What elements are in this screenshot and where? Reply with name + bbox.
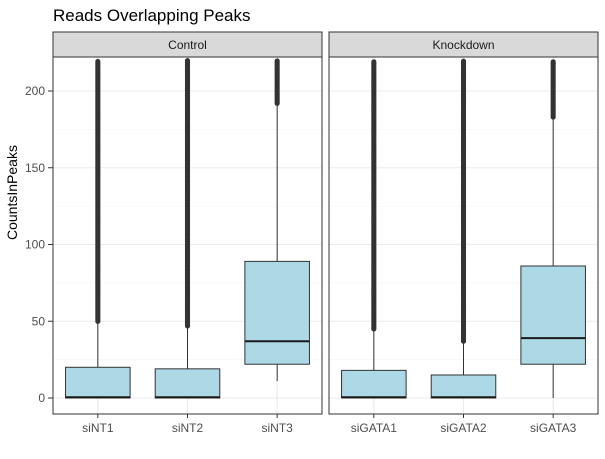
box-sigata1-outlier-point	[371, 59, 377, 65]
x-tick-label: siNT1	[82, 421, 114, 435]
y-tick-label: 150	[25, 161, 45, 175]
facet-strip-control	[52, 31, 323, 58]
box-sint1-body	[65, 366, 131, 399]
y-tick-label: 50	[32, 314, 46, 328]
box-sigata3-body	[520, 265, 586, 365]
panel-border	[328, 56, 599, 415]
x-tick-label: siGATA2	[440, 421, 487, 435]
y-tick-label: 100	[25, 238, 45, 252]
box-sint3-body	[244, 260, 310, 365]
box-sint3-outlier-point	[274, 58, 280, 64]
box-sint1-outlier-point	[95, 58, 101, 65]
chart-title: Reads Overlapping Peaks	[53, 6, 251, 25]
box-sigata1-body	[341, 369, 407, 399]
box-sigata2-outlier-point	[460, 58, 467, 64]
box-sigata2-body	[430, 374, 497, 399]
y-tick-label: 0	[38, 391, 45, 405]
panel-border	[52, 56, 323, 415]
box-sint2-outlier-point	[184, 58, 191, 64]
x-tick-label: siGATA3	[530, 421, 577, 435]
box-sint2-body	[154, 368, 221, 399]
box-sigata3-outlier-point	[550, 59, 556, 65]
y-tick-label: 200	[25, 84, 45, 98]
x-tick-label: siGATA1	[351, 421, 398, 435]
facet-strip-knockdown	[328, 31, 599, 58]
x-tick-label: siNT3	[261, 421, 293, 435]
facet-strip-label: Knockdown	[432, 38, 494, 52]
facet-strip-label: Control	[168, 38, 207, 52]
x-tick-label: siNT2	[172, 421, 204, 435]
